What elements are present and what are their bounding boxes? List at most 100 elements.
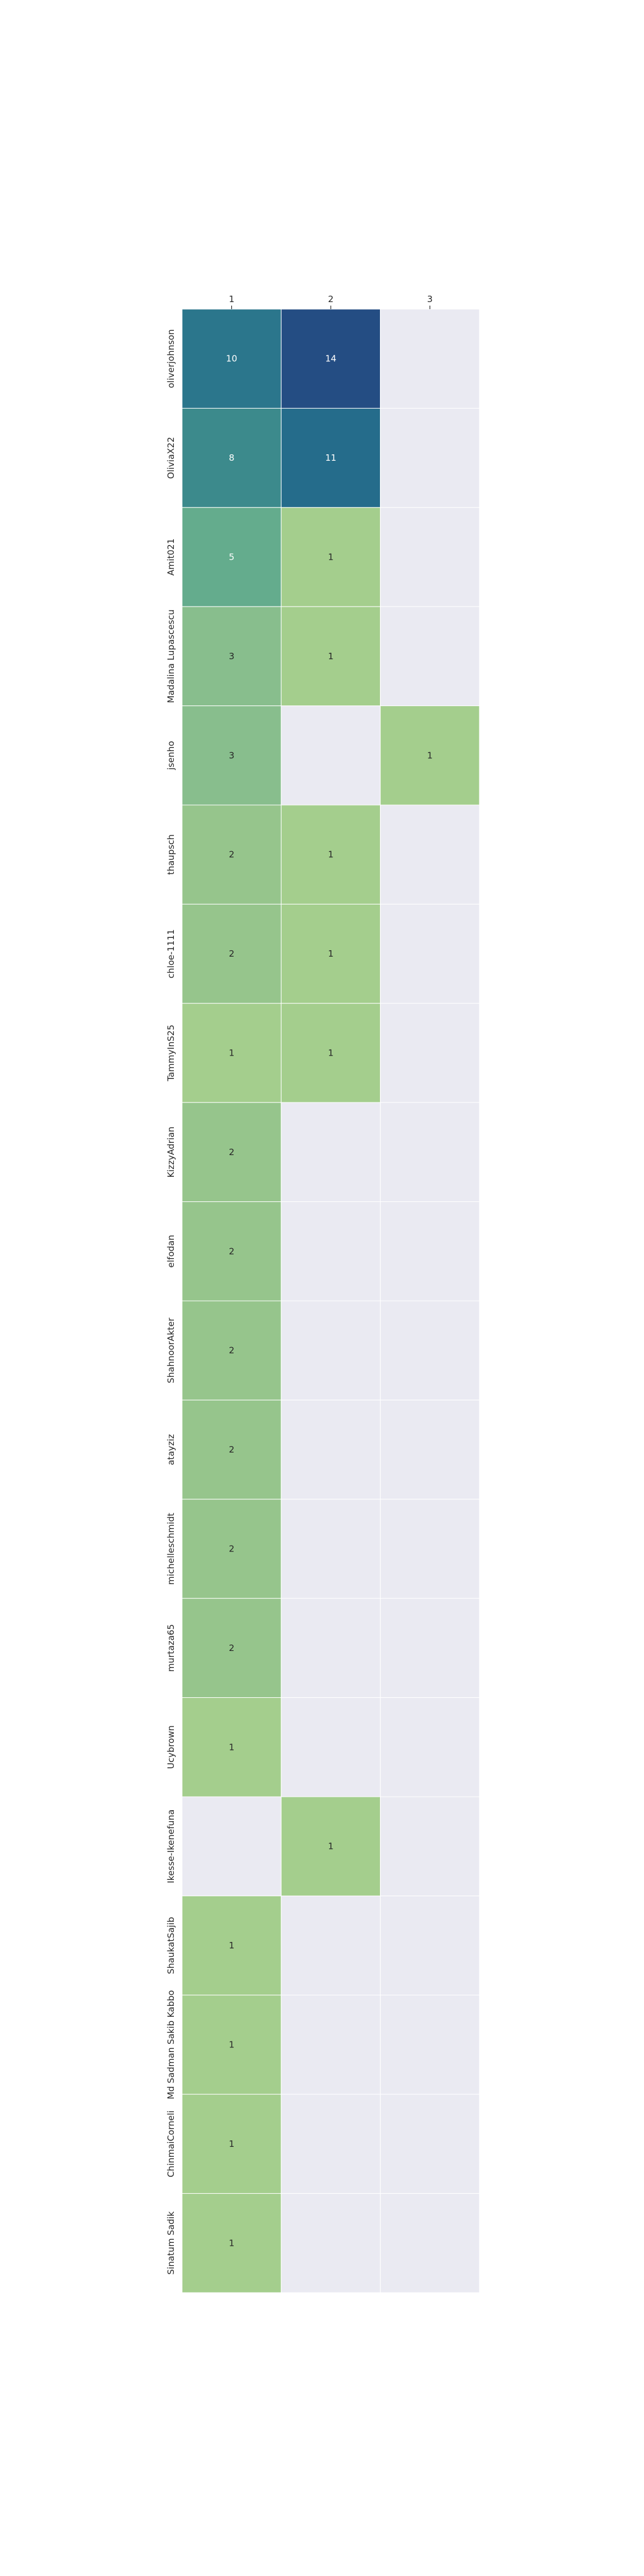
y-tick-label: Amit021 xyxy=(166,539,176,576)
heatmap-cell-label: 1 xyxy=(229,1742,235,1752)
heatmap-cell-empty xyxy=(280,1499,381,1599)
heatmap-cell-empty xyxy=(280,1995,381,2095)
heatmap-cell xyxy=(181,1499,282,1599)
heatmap-cell-empty xyxy=(280,2193,381,2293)
heatmap-cell-empty xyxy=(380,507,480,607)
heatmap-cell-empty xyxy=(181,1796,282,1896)
y-tick-label: michelleschmidt xyxy=(166,1513,176,1585)
heatmap-cell-label: 1 xyxy=(229,2238,235,2248)
x-tick-label: 1 xyxy=(229,294,235,304)
heatmap-cell-label: 1 xyxy=(328,849,334,860)
heatmap-cell xyxy=(181,309,282,409)
heatmap-cell-empty xyxy=(380,309,480,409)
y-tick-label: atayziz xyxy=(166,1434,176,1465)
heatmap-cell-empty xyxy=(280,1399,381,1500)
heatmap-cell xyxy=(181,1102,282,1203)
heatmap-cell-empty xyxy=(380,1399,480,1500)
y-tick-label: TammyInS25 xyxy=(166,1025,176,1082)
heatmap-cell xyxy=(280,407,381,508)
heatmap-cell-empty xyxy=(380,1201,480,1301)
heatmap-cell-label: 2 xyxy=(229,849,235,860)
heatmap-cell-label: 10 xyxy=(226,354,237,364)
x-axis-ticks: 1 2 3 xyxy=(229,294,433,309)
heatmap-cell-empty xyxy=(380,1796,480,1896)
heatmap-cell-empty xyxy=(380,1499,480,1599)
heatmap-cell-empty xyxy=(280,1697,381,1797)
heatmap-cell-empty xyxy=(380,804,480,905)
heatmap-cell-label: 1 xyxy=(328,948,334,959)
y-tick-label: ChinmaiCorneli xyxy=(166,2111,176,2177)
y-tick-label: thaupsch xyxy=(166,834,176,875)
heatmap-cell xyxy=(181,606,282,707)
heatmap-cell-empty xyxy=(380,2193,480,2293)
y-tick-label: KizzyAdrian xyxy=(166,1126,176,1177)
y-axis-ticks: oliverjohnson OliviaX22 Amit021 Madalina Lu… xyxy=(166,329,176,2274)
heatmap-cell xyxy=(181,507,282,607)
y-tick-label: OliviaX22 xyxy=(166,437,176,479)
heatmap-cell-empty xyxy=(380,606,480,707)
heatmap-cell xyxy=(181,1399,282,1500)
heatmap-cell xyxy=(181,2193,282,2293)
heatmap-cell-empty xyxy=(280,1102,381,1203)
heatmap-cell-label: 1 xyxy=(328,1048,334,1059)
y-tick-label: Sinatum Sadik xyxy=(166,2211,176,2275)
heatmap-cell-empty xyxy=(280,1598,381,1698)
heatmap-cell-label: 1 xyxy=(229,2139,235,2149)
heatmap-cell-empty xyxy=(280,1895,381,1996)
heatmap-cell-empty xyxy=(380,1895,480,1996)
heatmap-cell-empty xyxy=(380,1697,480,1797)
y-tick-label: murtaza65 xyxy=(166,1624,176,1672)
heatmap-cell-label: 5 xyxy=(229,552,235,563)
heatmap-cell-label: 1 xyxy=(427,750,433,761)
heatmap-cell-label: 3 xyxy=(229,651,235,662)
y-tick-label: Ikesse-Ikenefuna xyxy=(166,1810,176,1883)
heatmap-cell-label: 2 xyxy=(229,1544,235,1554)
heatmap-cell-label: 3 xyxy=(229,750,235,761)
heatmap-cell-empty xyxy=(380,2094,480,2194)
heatmap-cell-empty xyxy=(380,1598,480,1698)
heatmap-cell xyxy=(181,1697,282,1797)
heatmap-cell xyxy=(280,606,381,707)
y-tick-label: ShaukatSajib xyxy=(166,1917,176,1974)
y-tick-label: elfodan xyxy=(166,1235,176,1268)
heatmap-cell xyxy=(380,705,480,806)
heatmap-cell-label: 2 xyxy=(229,1643,235,1653)
heatmap-cell xyxy=(280,804,381,905)
heatmap-cell-empty xyxy=(380,903,480,1004)
heatmap-cell xyxy=(181,1995,282,2095)
heatmap-cell-label: 1 xyxy=(328,651,334,662)
heatmap-cell-label: 11 xyxy=(325,453,336,463)
heatmap-cell-empty xyxy=(380,1003,480,1103)
heatmap-cell-empty xyxy=(280,1201,381,1301)
x-tick-label: 2 xyxy=(328,294,334,304)
heatmap-cell-label: 1 xyxy=(328,1841,334,1852)
heatmap-cell-label: 1 xyxy=(328,552,334,563)
heatmap-cell-label: 2 xyxy=(229,1444,235,1455)
heatmap-cell xyxy=(181,2094,282,2194)
y-tick-label: oliverjohnson xyxy=(166,329,176,388)
heatmap-cell-empty xyxy=(280,1300,381,1400)
y-tick-label: Md Sadman Sakib Kabbo xyxy=(166,1990,176,2099)
heatmap-cell-label: 14 xyxy=(325,354,336,364)
heatmap-cell-label: 1 xyxy=(229,2040,235,2050)
heatmap-cell-empty xyxy=(280,2094,381,2194)
heatmap-cell xyxy=(181,407,282,508)
heatmap-cell-label: 2 xyxy=(229,948,235,959)
heatmap-cell-label: 1 xyxy=(229,1048,235,1059)
heatmap-cell-empty xyxy=(380,1995,480,2095)
heatmap-cell-empty xyxy=(280,705,381,806)
heatmap-cell xyxy=(181,1895,282,1996)
heatmap-cell xyxy=(280,1003,381,1103)
heatmap-cell-label: 1 xyxy=(229,1940,235,1951)
y-tick-label: chloe-1111 xyxy=(166,929,176,978)
y-tick-label: jsenho xyxy=(166,741,176,770)
heatmap-cell xyxy=(280,309,381,409)
x-tick-label: 3 xyxy=(427,294,433,304)
heatmap-cell-label: 2 xyxy=(229,1345,235,1356)
heatmap-cell xyxy=(280,507,381,607)
heatmap-cell-empty xyxy=(380,1300,480,1400)
heatmap-cell-label: 2 xyxy=(229,1147,235,1157)
y-tick-label: Ucybrown xyxy=(166,1725,176,1769)
